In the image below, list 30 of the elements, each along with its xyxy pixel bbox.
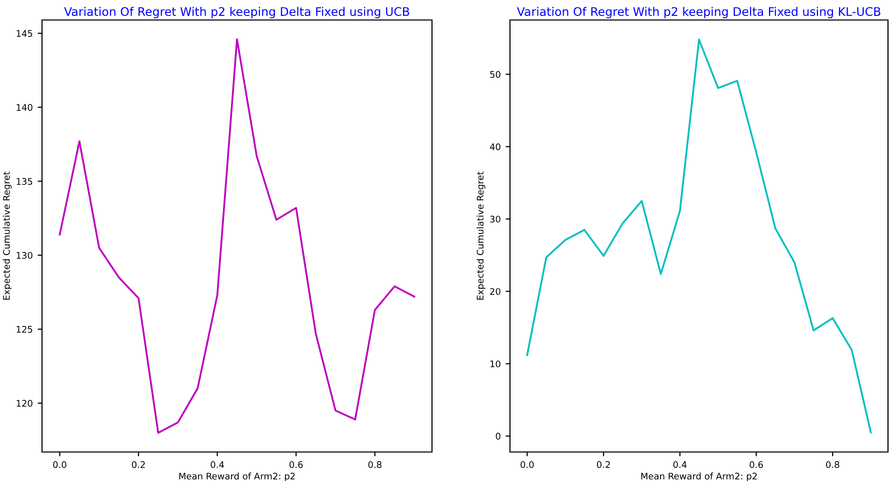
x-tick-label: 0.4	[673, 461, 687, 468]
x-tick-label: 0.4	[210, 461, 224, 468]
y-tick-label: 140	[16, 104, 32, 111]
y-tick-label: 145	[16, 30, 32, 37]
y-tick-label: 120	[16, 400, 32, 407]
y-tick-label: 20	[490, 288, 500, 295]
y-tick-label: 40	[490, 143, 500, 150]
chart-title: Variation Of Regret With p2 keeping Delta Fixed using KL-UCB	[516, 6, 880, 18]
y-tick-label: 30	[490, 216, 500, 223]
line-series	[58, 38, 416, 434]
y-axis-title: Expected Cumulative Regret	[476, 172, 486, 300]
x-tick-label: 0.6	[290, 461, 303, 468]
chart-title: Variation Of Regret With p2 keeping Delta Fixed using UCB	[64, 6, 410, 18]
x-tick-label: 0.6	[750, 461, 763, 468]
y-tick-label: 10	[490, 360, 500, 368]
y-tick-label: 125	[16, 326, 32, 333]
x-tick-label: 0.0	[53, 461, 66, 468]
x-axis-title: Mean Reward of Arm2: p2	[641, 472, 757, 481]
x-tick-label: 0.8	[368, 461, 382, 468]
y-axis-title: Expected Cumulative Regret	[2, 172, 12, 300]
x-tick-label: 0.8	[826, 461, 840, 468]
y-tick-label: 135	[16, 178, 32, 185]
y-tick-label: 130	[16, 252, 32, 259]
line-series	[526, 38, 872, 434]
y-tick-label: 0	[496, 432, 500, 440]
y-tick-label: 50	[490, 71, 500, 78]
x-tick-label: 0.2	[132, 461, 145, 468]
x-tick-label: 0.2	[596, 461, 610, 468]
x-axis-title: Mean Reward of Arm2: p2	[179, 472, 295, 481]
x-tick-label: 0.0	[520, 461, 534, 468]
